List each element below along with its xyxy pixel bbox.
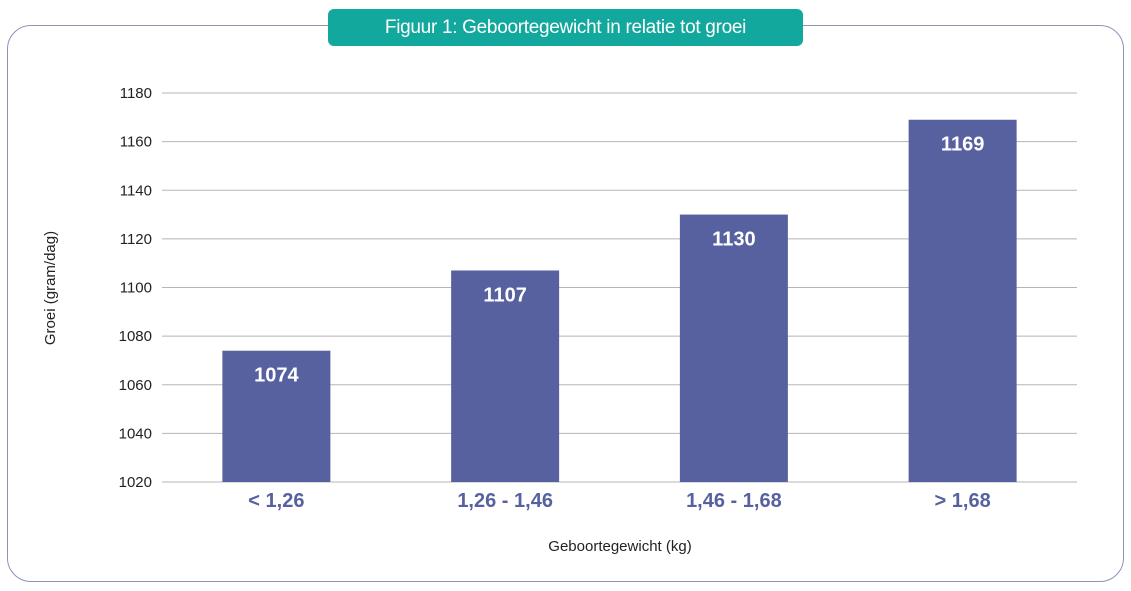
bar-value-label: 1107 [483,284,526,306]
chart-title: Figuur 1: Geboortegewicht in relatie tot… [328,9,803,46]
y-tick-label: 1080 [119,328,152,345]
y-axis-label: Groei (gram/dag) [42,231,59,345]
x-axis-ticks: < 1,26 1,26 - 1,46 1,46 - 1,68 > 1,68 [248,490,990,512]
y-tick-label: 1040 [119,425,152,442]
x-tick-label: 1,46 - 1,68 [686,490,782,512]
bar-value-labels: 1074 1107 1130 1169 [254,134,984,387]
bar [679,214,788,482]
y-tick-label: 1120 [120,231,152,248]
bar [222,350,331,482]
x-axis-label: Geboortegewicht (kg) [548,538,691,555]
bar [908,119,1017,483]
y-axis-ticks: 1020 1040 1060 1080 1100 1120 1140 1160 1180 [119,85,152,491]
bar-value-label: 1169 [941,134,984,156]
y-tick-label: 1060 [119,377,152,394]
x-tick-label: > 1,68 [935,490,991,512]
y-tick-label: 1140 [120,182,152,199]
x-tick-label: < 1,26 [248,490,304,512]
y-tick-label: 1160 [120,134,152,151]
bars [222,119,1017,483]
bar-value-label: 1074 [254,365,299,387]
bar [451,270,560,482]
y-tick-label: 1180 [120,85,152,102]
bar-value-label: 1130 [712,229,755,251]
x-tick-label: 1,26 - 1,46 [457,490,553,512]
y-tick-label: 1020 [119,474,152,491]
y-tick-label: 1100 [120,280,152,297]
